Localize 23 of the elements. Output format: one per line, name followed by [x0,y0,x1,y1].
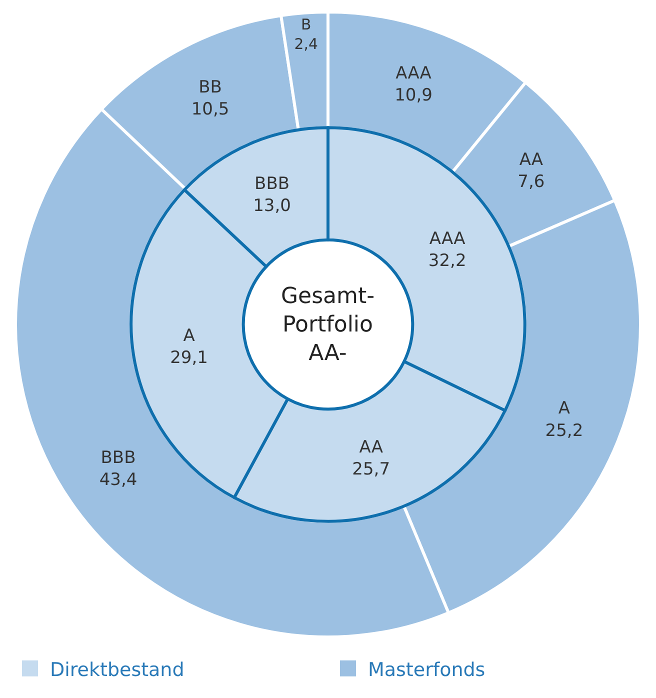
category-label: BBB [254,174,290,194]
data-label: 25,7 [352,460,390,480]
category-label: AA [359,437,383,458]
legend-label: Masterfonds [368,658,486,681]
data-label: 13,0 [253,196,291,216]
slice-label: A [558,398,570,419]
data-label: 29,1 [170,348,208,368]
slice-label: BB [198,78,222,98]
category-label: AAA [429,228,466,249]
data-label: 2,4 [294,34,318,53]
data-label: 43,4 [99,470,138,490]
slice-label: B [301,15,312,34]
text: Gesamt- Portfolio AA- [281,284,375,366]
slice-label: AAA [396,64,432,84]
data-label: 32,2 [428,250,466,271]
data-label: 7,6 [518,172,545,192]
category-label: A [183,326,195,346]
slice-label: BBB [100,448,136,468]
data-label: 10,9 [394,86,432,106]
slice-label: AA [519,150,544,170]
legend-label: Direktbestand [50,658,184,681]
data-label: 25,2 [545,420,584,441]
data-label: 10,5 [191,100,230,120]
